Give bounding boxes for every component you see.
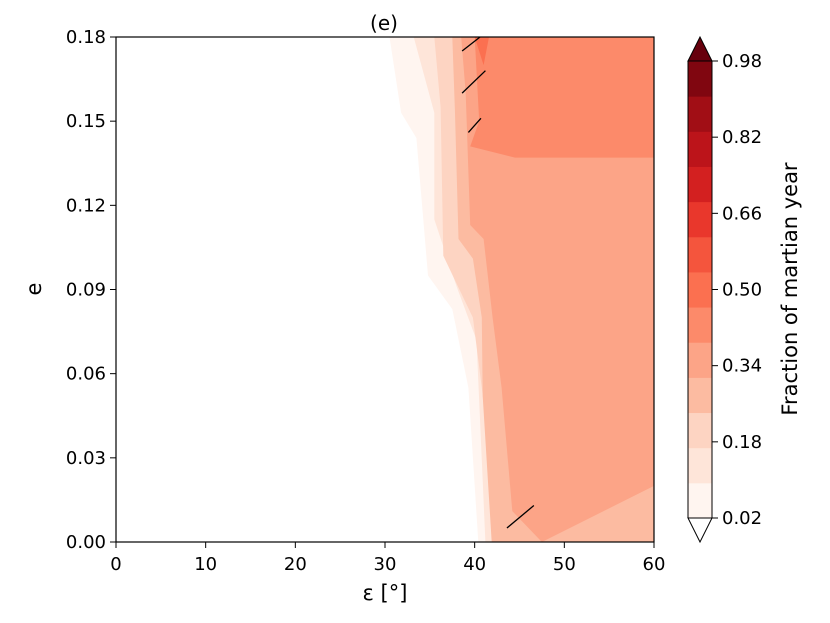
colorbar-segment [688,307,712,343]
contour-regions [389,37,654,542]
x-tick-label: 10 [194,554,217,575]
hatch-line-0 [461,36,481,52]
colorbar-segment [688,342,712,378]
y-tick-label: 0.09 [66,280,106,301]
colorbar-segment [688,201,712,238]
hatch-line-3 [506,505,535,529]
x-tick-label: 60 [643,554,666,575]
colorbar-segments [688,61,712,519]
y-tick-label: 0.12 [66,195,106,216]
colorbar-segment [688,377,712,414]
contour-region-5 [470,37,654,158]
chart-title: (e) [370,11,398,35]
colorbar-segment [688,166,712,203]
x-tick-label: 30 [374,554,397,575]
hatch-line-2 [467,117,482,133]
x-tick-label: 40 [463,554,486,575]
colorbar-label: Fraction of martian year [778,162,802,416]
colorbar-segment [688,271,712,308]
colorbar-tick-label: 0.98 [722,51,762,72]
colorbar-outline [687,60,713,519]
y-tick-label: 0.18 [66,27,106,48]
y-tick-label: 0.00 [66,532,106,553]
plot-area: 0 10 20 30 40 50 60 0.000.030.060.090.120.150.… [66,27,666,575]
colorbar-extend-max [687,35,713,62]
x-axis-label: ε [°] [363,581,408,605]
x-tick-label: 50 [553,554,576,575]
colorbar-segment [688,236,712,273]
colorbar-tick-label: 0.02 [722,508,762,529]
x-tick-label: 20 [284,554,307,575]
colorbar-segment [688,61,712,97]
contour-region-4 [461,37,654,542]
y-axis-label: e [22,283,46,296]
x-ticks: 0 10 20 30 40 50 60 [110,542,665,575]
colorbar-tick-label: 0.82 [722,127,762,148]
hatch-line-1 [461,70,486,94]
colorbar-ticks: 0.02 0.18 0.34 0.50 0.66 0.82 0.98 [712,51,762,529]
colorbar: 0.02 0.18 0.34 0.50 0.66 0.82 0.98 [687,35,762,544]
colorbar-tick-label: 0.50 [722,280,762,301]
colorbar-extend-min [687,517,713,544]
y-tick-label: 0.15 [66,111,106,132]
colorbar-segment [688,447,712,484]
colorbar-tick-label: 0.18 [722,432,762,453]
colorbar-tick-label: 0.34 [722,356,762,377]
colorbar-segment [688,482,712,519]
y-ticks: 0.00 0.03 0.06 0.09 0.12 0.15 0.18 [66,27,116,553]
colorbar-segment [688,131,712,167]
hatch-marks [461,36,535,529]
contour-region-6 [474,37,489,66]
colorbar-segment [688,412,712,449]
x-tick-label: 0 [110,554,121,575]
y-tick-label: 0.06 [66,364,106,385]
colorbar-tick-label: 0.66 [722,203,762,224]
y-tick-label: 0.03 [66,448,106,469]
colorbar-segment [688,96,712,132]
